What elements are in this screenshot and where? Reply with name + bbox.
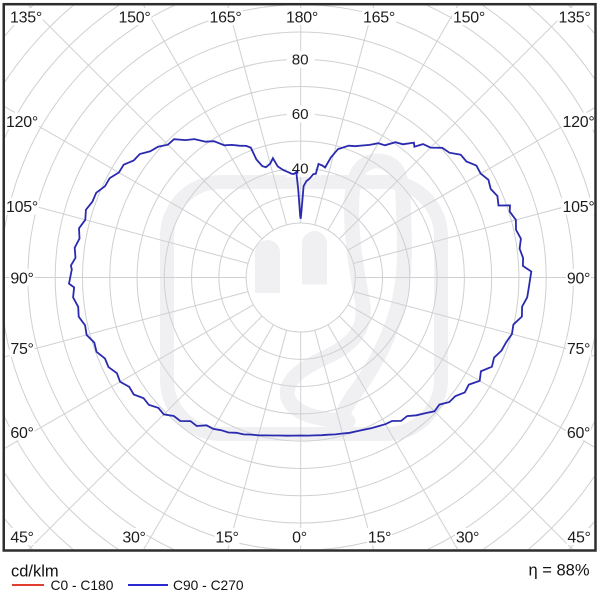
svg-text:60: 60	[292, 106, 309, 123]
svg-text:75°: 75°	[10, 341, 33, 358]
svg-text:120°: 120°	[563, 114, 595, 131]
svg-text:C90 - C270: C90 - C270	[173, 578, 244, 593]
svg-text:0°: 0°	[292, 529, 307, 546]
svg-text:165°: 165°	[210, 9, 242, 26]
svg-text:120°: 120°	[6, 114, 38, 131]
svg-text:75°: 75°	[567, 341, 590, 358]
svg-text:60°: 60°	[10, 425, 33, 442]
svg-text:105°: 105°	[563, 199, 595, 216]
svg-text:C0 - C180: C0 - C180	[51, 578, 114, 593]
svg-text:15°: 15°	[368, 529, 391, 546]
svg-text:40: 40	[292, 161, 309, 178]
svg-text:30°: 30°	[456, 529, 479, 546]
svg-text:cd/klm: cd/klm	[11, 563, 59, 581]
svg-text:60°: 60°	[567, 425, 590, 442]
svg-text:45°: 45°	[567, 529, 590, 546]
svg-text:135°: 135°	[10, 9, 42, 26]
svg-text:180°: 180°	[286, 9, 318, 26]
svg-text:45°: 45°	[10, 529, 33, 546]
svg-text:150°: 150°	[453, 9, 485, 26]
svg-text:90°: 90°	[567, 270, 590, 287]
svg-text:30°: 30°	[122, 529, 145, 546]
svg-text:165°: 165°	[363, 9, 395, 26]
svg-text:135°: 135°	[559, 9, 591, 26]
svg-text:90°: 90°	[10, 270, 33, 287]
svg-text:150°: 150°	[119, 9, 151, 26]
svg-text:80: 80	[292, 52, 309, 69]
svg-text:105°: 105°	[6, 199, 38, 216]
svg-text:15°: 15°	[215, 529, 238, 546]
svg-text:η = 88%: η = 88%	[528, 562, 589, 580]
